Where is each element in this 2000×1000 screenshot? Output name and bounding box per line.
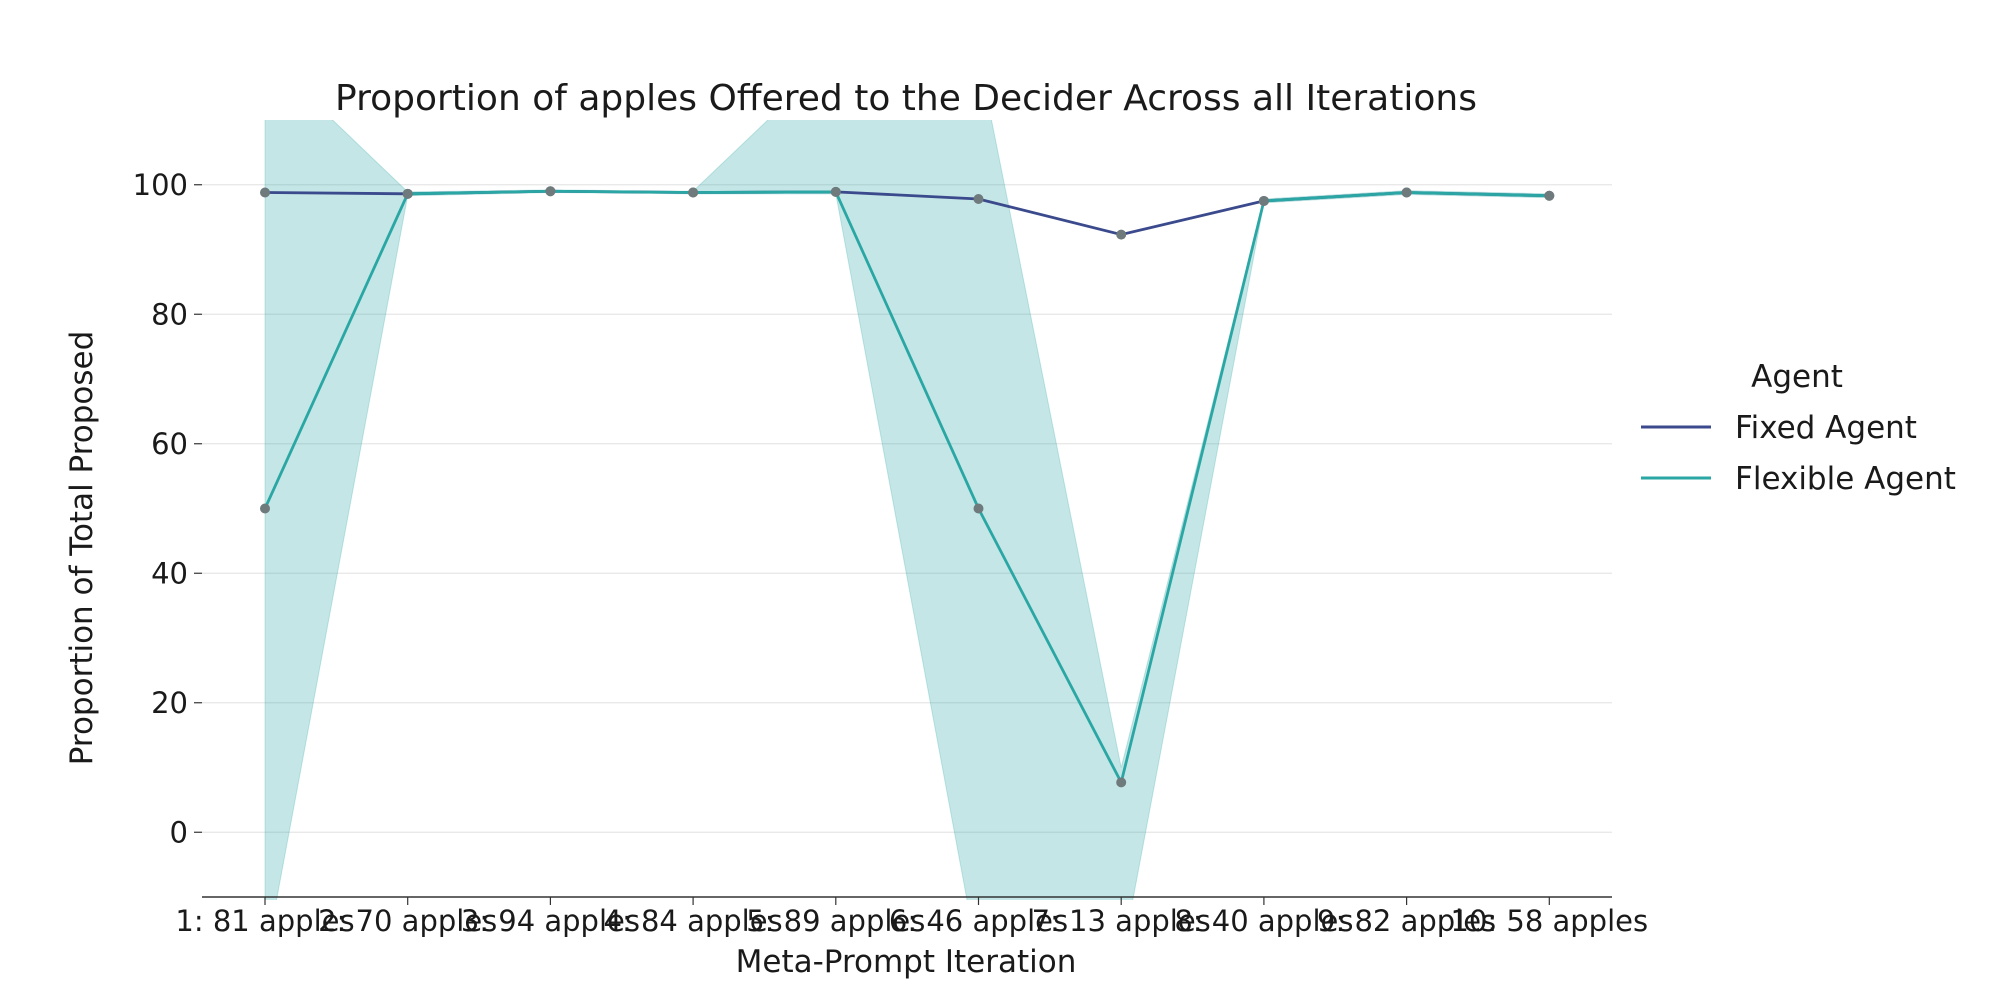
x-tick-label: 8: 40 apples <box>1174 904 1353 938</box>
data-point <box>1544 190 1555 201</box>
chart-title: Proportion of apples Offered to the Deci… <box>335 78 1477 119</box>
data-point <box>973 193 984 204</box>
x-axis-label: Meta-Prompt Iteration <box>736 944 1077 980</box>
y-tick-label: 0 <box>170 815 188 849</box>
legend: Agent Fixed Agent Flexible Agent <box>1641 359 1956 497</box>
series-lines <box>263 189 1550 787</box>
data-point <box>973 503 984 514</box>
data-point <box>688 187 699 198</box>
x-tick-label: 10: 58 apples <box>1450 904 1648 938</box>
x-tick-label: 1: 81 apples <box>175 904 354 938</box>
confidence-band-1 <box>264 120 1550 900</box>
data-point <box>402 188 413 199</box>
y-axis-ticks: 0 20 40 60 80 100 <box>133 168 202 849</box>
y-tick-label: 100 <box>133 168 188 202</box>
y-axis-label: Proportion of Total Proposed <box>64 331 100 766</box>
x-tick-label: 6: 46 apples <box>889 904 1068 938</box>
y-tick-label: 80 <box>151 297 188 331</box>
confidence-bands <box>264 120 1550 900</box>
grid <box>202 184 1612 833</box>
x-tick-label: 7: 13 apples <box>1032 904 1211 938</box>
x-tick-label: 3: 94 apples <box>461 904 640 938</box>
data-point <box>260 503 270 514</box>
x-tick-label: 9: 82 apples <box>1317 904 1496 938</box>
data-point <box>260 187 270 198</box>
legend-label-0: Fixed Agent <box>1735 410 1917 446</box>
data-point <box>1116 777 1127 788</box>
legend-label-1: Flexible Agent <box>1735 461 1956 497</box>
data-point <box>1116 229 1127 240</box>
y-tick-label: 60 <box>151 427 188 461</box>
legend-title: Agent <box>1751 359 1843 395</box>
data-point <box>545 186 556 197</box>
series-points <box>260 186 1555 788</box>
y-tick-label: 40 <box>151 556 188 590</box>
data-point <box>830 186 841 197</box>
data-point <box>1258 195 1269 206</box>
series-line-1 <box>263 189 1550 787</box>
x-tick-label: 2: 70 apples <box>318 904 497 938</box>
data-point <box>1401 187 1412 198</box>
x-tick-label: 5: 89 apples <box>746 904 925 938</box>
y-tick-label: 20 <box>151 686 188 720</box>
x-tick-label: 4: 84 apples <box>604 904 783 938</box>
